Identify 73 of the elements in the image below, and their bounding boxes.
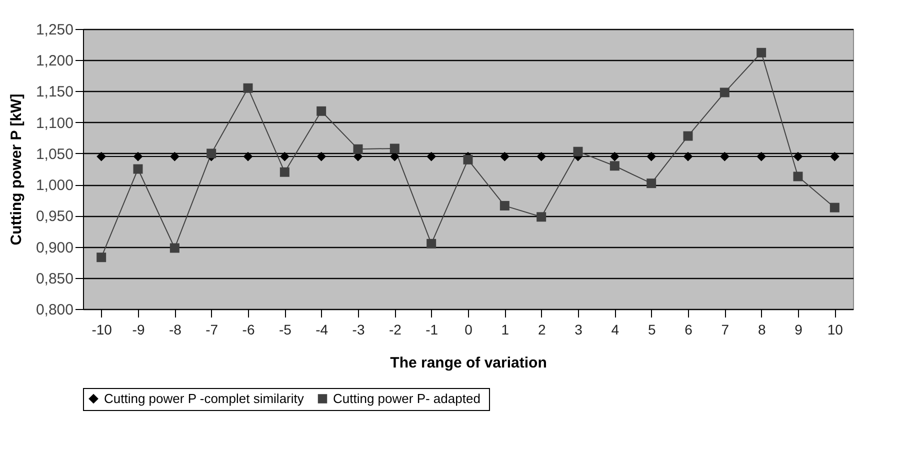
point	[720, 152, 730, 162]
point	[830, 202, 840, 212]
y-tick-label: 1,200	[36, 52, 74, 70]
point	[756, 48, 766, 58]
point	[390, 152, 400, 162]
point	[500, 152, 510, 162]
point	[646, 178, 656, 188]
point	[316, 106, 326, 116]
point	[280, 152, 290, 162]
y-tick-label: 1,150	[36, 84, 74, 101]
y-tick-label: 0,900	[36, 239, 74, 256]
point	[536, 212, 546, 222]
point	[610, 152, 620, 162]
point	[243, 152, 253, 162]
x-tick-label: 5	[648, 322, 656, 338]
point	[536, 152, 546, 162]
point	[243, 83, 253, 93]
point	[426, 152, 436, 162]
point	[96, 152, 106, 162]
legend-label: Cutting power P -complet similarity	[104, 390, 304, 406]
point	[793, 152, 803, 162]
y-tick-label: 1,050	[36, 146, 74, 163]
point	[756, 152, 766, 162]
x-tick-label: -4	[316, 322, 328, 338]
point	[353, 144, 363, 154]
point	[133, 164, 143, 174]
y-tick-label: 0,850	[36, 270, 74, 288]
point	[463, 154, 473, 164]
point	[316, 152, 326, 162]
point	[133, 152, 143, 162]
x-tick-label: 9	[794, 322, 803, 338]
y-tick-label: 1,250	[36, 22, 74, 38]
point	[610, 161, 620, 171]
y-tick-label: 0,950	[36, 208, 74, 226]
point	[683, 152, 693, 162]
x-tick-label: 4	[611, 322, 620, 338]
point	[206, 148, 216, 158]
x-tick-label: 1	[501, 322, 510, 338]
point	[280, 167, 290, 177]
x-tick-label: -1	[426, 322, 438, 338]
x-tick-label: -3	[352, 322, 365, 338]
y-tick-label: 1,100	[36, 114, 74, 132]
x-tick-label: -5	[278, 322, 292, 338]
x-tick-label: 0	[464, 322, 473, 338]
x-tick-label: -9	[132, 322, 145, 338]
point	[390, 144, 400, 154]
x-axis-title: The range of variation	[390, 354, 547, 372]
point	[500, 200, 510, 210]
point	[170, 152, 180, 162]
point	[793, 172, 803, 182]
point	[830, 152, 840, 162]
point	[170, 243, 180, 253]
x-tick-label: 2	[538, 322, 546, 338]
point	[683, 131, 693, 141]
point	[573, 146, 583, 156]
legend-label: Cutting power P- adapted	[333, 390, 480, 406]
y-axis-title: Cutting power P [kW]	[8, 94, 25, 246]
x-tick-label: -8	[168, 322, 182, 338]
x-tick-label: 6	[684, 322, 693, 338]
point	[646, 152, 656, 162]
y-tick-label: 0,800	[36, 302, 74, 318]
x-tick-label: 7	[721, 322, 730, 338]
point	[720, 88, 730, 98]
x-tick-label: 10	[827, 322, 844, 338]
x-tick-label: -10	[92, 322, 112, 338]
x-tick-label: 8	[758, 322, 766, 338]
x-tick-label: -2	[388, 322, 402, 338]
x-tick-label: 3	[574, 322, 583, 338]
point	[96, 252, 106, 262]
x-tick-label: -7	[206, 322, 218, 338]
y-tick-label: 1,000	[36, 177, 74, 194]
point	[426, 238, 436, 248]
x-tick-label: -6	[242, 322, 255, 338]
